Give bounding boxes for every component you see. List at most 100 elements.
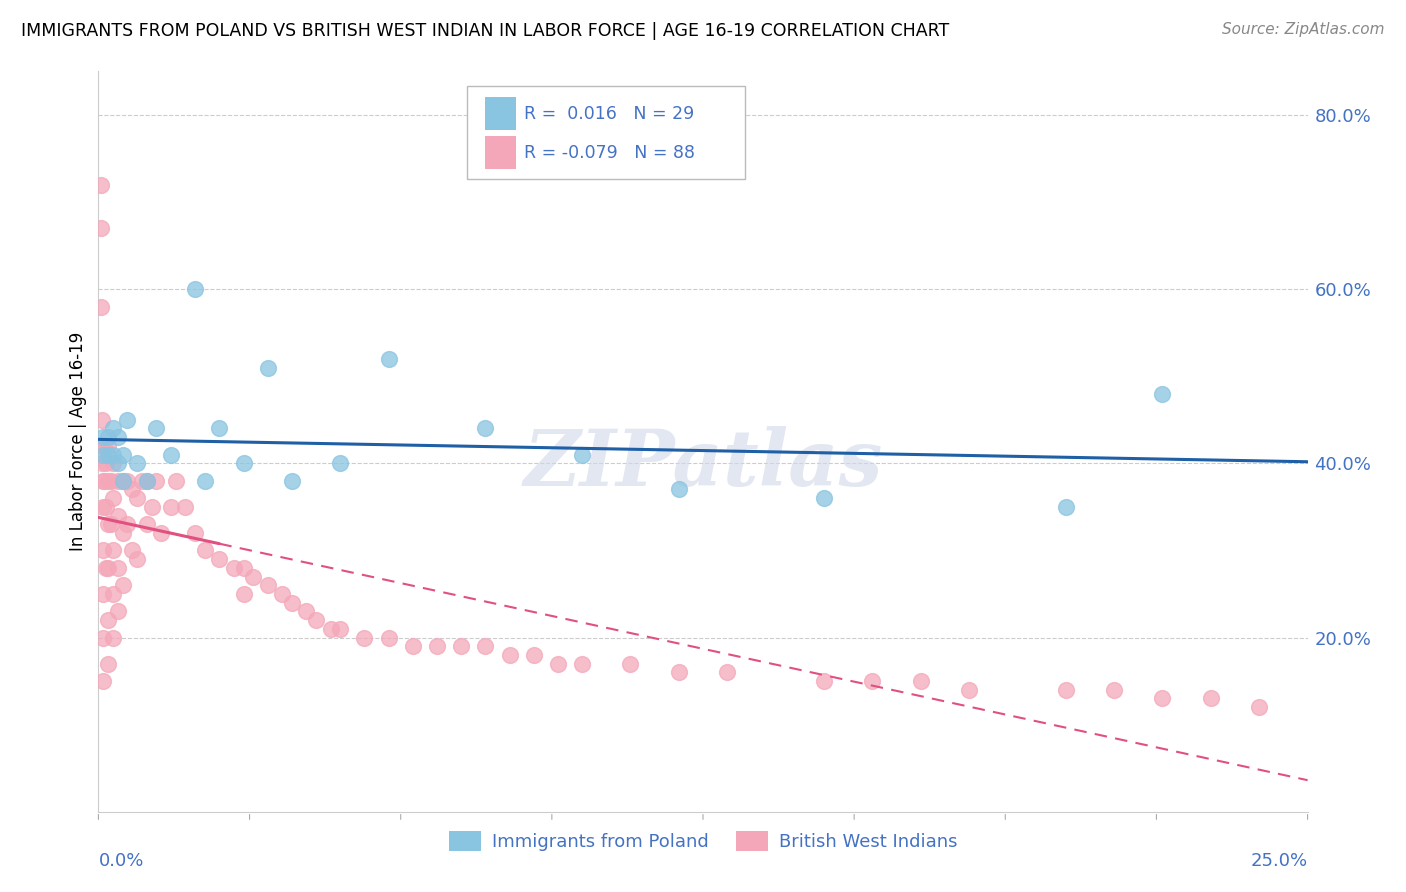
Point [329, 622, 352, 636]
Point [194, 543, 217, 558]
Point [107, 561, 129, 575]
Point [111, 474, 134, 488]
Point [97, 430, 120, 444]
Point [101, 456, 124, 470]
Point [94, 500, 117, 514]
Point [256, 578, 278, 592]
Point [1152, 386, 1174, 401]
Point [97, 439, 120, 453]
Point [97, 657, 120, 671]
Point [242, 569, 264, 583]
Bar [485, 97, 516, 130]
Point [295, 604, 318, 618]
Point [101, 543, 124, 558]
Point [1102, 682, 1125, 697]
Legend: Immigrants from Poland, British West Indians: Immigrants from Poland, British West Ind… [441, 824, 965, 858]
Point [174, 500, 197, 514]
Point [619, 657, 641, 671]
Point [145, 474, 167, 488]
Point [91, 543, 114, 558]
Point [813, 491, 835, 505]
Point [474, 639, 496, 653]
Point [90, 300, 112, 314]
Point [377, 631, 399, 645]
Point [1199, 691, 1222, 706]
Y-axis label: In Labor Force | Age 16-19: In Labor Force | Age 16-19 [69, 332, 87, 551]
Point [860, 674, 883, 689]
Point [208, 552, 231, 566]
Text: R = -0.079   N = 88: R = -0.079 N = 88 [524, 144, 695, 161]
Point [571, 448, 593, 462]
Point [127, 491, 149, 505]
Point [107, 430, 129, 444]
Point [97, 561, 120, 575]
Point [1249, 700, 1271, 714]
Point [498, 648, 520, 662]
Point [668, 665, 690, 680]
Point [101, 421, 124, 435]
Point [97, 474, 120, 488]
Point [135, 474, 157, 488]
Point [222, 561, 245, 575]
Point [111, 448, 134, 462]
Point [111, 526, 134, 541]
Point [1054, 500, 1077, 514]
Point [97, 517, 120, 532]
Point [91, 430, 114, 444]
Point [141, 500, 163, 514]
Text: Source: ZipAtlas.com: Source: ZipAtlas.com [1222, 22, 1385, 37]
Point [107, 474, 129, 488]
Point [281, 474, 304, 488]
Text: IMMIGRANTS FROM POLAND VS BRITISH WEST INDIAN IN LABOR FORCE | AGE 16-19 CORRELA: IMMIGRANTS FROM POLAND VS BRITISH WEST I… [21, 22, 949, 40]
Point [97, 448, 120, 462]
Point [232, 587, 254, 601]
Point [117, 413, 139, 427]
Point [377, 351, 399, 366]
Point [117, 517, 139, 532]
Point [450, 639, 472, 653]
Point [1054, 682, 1077, 697]
Bar [485, 136, 516, 169]
Point [101, 587, 124, 601]
Point [910, 674, 932, 689]
Point [571, 657, 593, 671]
Point [160, 500, 183, 514]
Point [135, 474, 157, 488]
Point [305, 613, 328, 627]
Point [329, 456, 352, 470]
Text: ZIPatlas: ZIPatlas [523, 425, 883, 502]
Point [160, 448, 183, 462]
Point [91, 413, 114, 427]
Point [547, 657, 569, 671]
Text: 0.0%: 0.0% [98, 853, 143, 871]
Point [94, 456, 117, 470]
Point [426, 639, 449, 653]
Point [121, 543, 143, 558]
Point [957, 682, 980, 697]
Point [91, 439, 114, 453]
Point [100, 517, 122, 532]
Point [232, 456, 254, 470]
FancyBboxPatch shape [467, 87, 745, 178]
Point [402, 639, 425, 653]
Point [184, 282, 207, 296]
Point [150, 526, 173, 541]
Point [91, 674, 114, 689]
Point [97, 613, 120, 627]
Point [281, 596, 304, 610]
Point [91, 587, 114, 601]
Point [93, 439, 115, 453]
Point [101, 448, 124, 462]
Point [256, 360, 278, 375]
Point [208, 421, 231, 435]
Point [111, 474, 134, 488]
Point [107, 456, 129, 470]
Point [117, 474, 139, 488]
Text: R =  0.016   N = 29: R = 0.016 N = 29 [524, 104, 695, 122]
Point [135, 517, 157, 532]
Point [100, 474, 122, 488]
Point [813, 674, 835, 689]
Point [91, 456, 114, 470]
Point [194, 474, 217, 488]
Point [91, 474, 114, 488]
